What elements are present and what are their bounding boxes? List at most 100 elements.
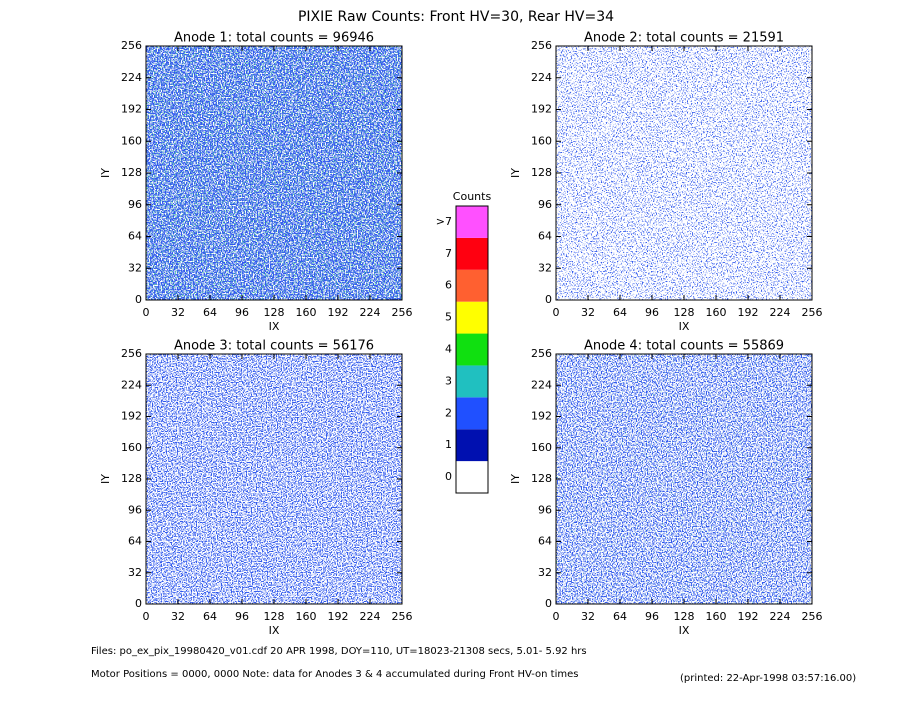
- x-axis-label: IX: [679, 624, 690, 637]
- x-tick-label: 192: [738, 610, 759, 623]
- y-tick-label: 192: [121, 103, 142, 116]
- x-tick-label: 224: [360, 306, 381, 319]
- colorbar-cell: [456, 365, 488, 398]
- x-axis-label: IX: [269, 624, 280, 637]
- x-tick-label: 160: [706, 610, 727, 623]
- x-tick-label: 32: [171, 306, 185, 319]
- y-tick-label: 128: [121, 472, 142, 485]
- x-tick-label: 32: [581, 610, 595, 623]
- x-tick-label: 64: [203, 306, 217, 319]
- y-tick-label: 96: [128, 503, 142, 516]
- x-tick-label: 256: [802, 610, 823, 623]
- y-tick-label: 0: [135, 597, 142, 610]
- colorbar-label: 1: [445, 438, 452, 451]
- y-tick-label: 64: [128, 230, 142, 243]
- colorbar-label: 2: [445, 406, 452, 419]
- y-tick-label: 192: [121, 410, 142, 423]
- y-tick-label: 160: [121, 441, 142, 454]
- y-tick-label: 224: [531, 71, 552, 84]
- y-tick-label: 224: [121, 378, 142, 391]
- y-tick-label: 32: [538, 261, 552, 274]
- x-tick-label: 256: [392, 610, 413, 623]
- x-tick-label: 0: [553, 610, 560, 623]
- x-tick-label: 96: [235, 610, 249, 623]
- colorbar-cell: [456, 301, 488, 334]
- x-tick-label: 32: [171, 610, 185, 623]
- y-tick-label: 160: [531, 134, 552, 147]
- x-tick-label: 0: [143, 610, 150, 623]
- y-tick-label: 32: [538, 566, 552, 579]
- colorbar-cell: [456, 397, 488, 430]
- y-tick-label: 128: [531, 166, 552, 179]
- x-tick-label: 224: [360, 610, 381, 623]
- x-tick-label: 192: [328, 306, 349, 319]
- colorbar-label: 0: [445, 470, 452, 483]
- y-tick-label: 256: [121, 39, 142, 52]
- colorbar-cell: [456, 333, 488, 366]
- y-tick-label: 32: [128, 566, 142, 579]
- y-tick-label: 224: [531, 378, 552, 391]
- panel-title: Anode 3: total counts = 56176: [174, 339, 374, 354]
- y-tick-label: 32: [128, 261, 142, 274]
- y-tick-label: 256: [531, 347, 552, 360]
- y-tick-label: 192: [531, 103, 552, 116]
- colorbar-cell: [456, 237, 488, 270]
- x-tick-label: 64: [203, 610, 217, 623]
- x-tick-label: 128: [674, 306, 695, 319]
- y-tick-label: 256: [121, 347, 142, 360]
- colorbar-cell: [456, 206, 488, 238]
- y-tick-label: 256: [531, 39, 552, 52]
- x-tick-label: 128: [264, 610, 285, 623]
- x-tick-label: 160: [706, 306, 727, 319]
- y-tick-label: 192: [531, 410, 552, 423]
- x-tick-label: 128: [674, 610, 695, 623]
- heatmap-texture: [146, 354, 402, 604]
- panel-title: Anode 4: total counts = 55869: [584, 339, 784, 354]
- x-tick-label: 64: [613, 610, 627, 623]
- footer-printed: (printed: 22-Apr-1998 03:57:16.00): [680, 673, 856, 684]
- heatmap-texture: [556, 46, 812, 300]
- y-axis-label: IY: [99, 168, 112, 178]
- y-tick-label: 64: [538, 230, 552, 243]
- colorbar-label: 7: [445, 247, 452, 260]
- y-tick-label: 96: [538, 503, 552, 516]
- heatmap-texture: [146, 46, 402, 300]
- x-tick-label: 192: [328, 610, 349, 623]
- x-tick-label: 96: [645, 610, 659, 623]
- x-axis-label: IX: [269, 320, 280, 333]
- x-tick-label: 192: [738, 306, 759, 319]
- panel-title: Anode 1: total counts = 96946: [174, 31, 374, 46]
- footer-motor: Motor Positions = 0000, 0000 Note: data …: [91, 669, 578, 680]
- colorbar-cell: [456, 269, 488, 302]
- colorbar-frame: [455, 205, 489, 494]
- x-tick-label: 0: [553, 306, 560, 319]
- colorbar-cell: [456, 429, 488, 462]
- y-tick-label: 0: [545, 293, 552, 306]
- x-axis-label: IX: [679, 320, 690, 333]
- colorbar-label: 5: [445, 311, 452, 324]
- x-tick-label: 96: [645, 306, 659, 319]
- y-tick-label: 160: [121, 134, 142, 147]
- y-tick-label: 128: [121, 166, 142, 179]
- panel-title: Anode 2: total counts = 21591: [584, 31, 784, 46]
- footer-files: Files: po_ex_pix_19980420_v01.cdf 20 APR…: [91, 646, 587, 657]
- y-tick-label: 224: [121, 71, 142, 84]
- x-tick-label: 160: [296, 306, 317, 319]
- x-tick-label: 160: [296, 610, 317, 623]
- y-tick-label: 0: [545, 597, 552, 610]
- colorbar-title: Counts: [453, 190, 492, 203]
- colorbar: Counts 0 1 2 3 4 5 6 7 >7: [436, 190, 492, 494]
- y-tick-label: 64: [538, 535, 552, 548]
- y-tick-label: 160: [531, 441, 552, 454]
- y-tick-label: 64: [128, 535, 142, 548]
- x-tick-label: 128: [264, 306, 285, 319]
- y-axis-label: IY: [509, 168, 522, 178]
- heatmap-texture: [556, 354, 812, 604]
- x-tick-label: 64: [613, 306, 627, 319]
- y-tick-label: 0: [135, 293, 142, 306]
- colorbar-label: 3: [445, 374, 452, 387]
- page-title: PIXIE Raw Counts: Front HV=30, Rear HV=3…: [298, 9, 614, 25]
- colorbar-label: >7: [436, 215, 452, 228]
- y-axis-label: IY: [99, 474, 112, 484]
